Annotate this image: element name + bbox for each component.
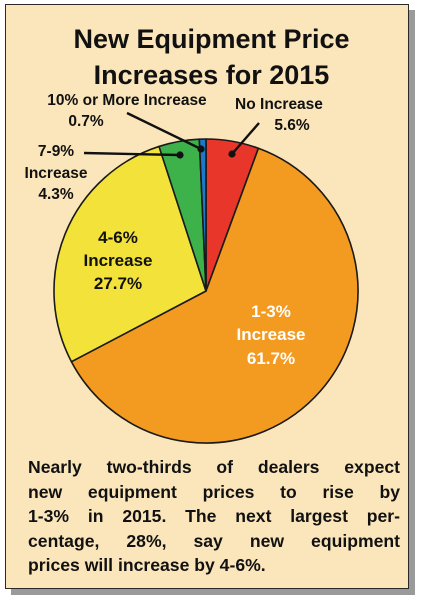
leader-line [83,151,181,157]
slice-category-label: 7-9% [38,143,74,160]
slice-category-label: 10% or More Increase [47,92,207,109]
caption-line-5: prices will increase by 4-6%. [28,555,266,575]
slice-value-label: 61.7% [247,349,295,368]
slice-value-label: 5.6% [274,117,310,134]
leader-line [126,111,202,151]
leader-dot [176,151,184,159]
slice-category-label: 1-3% [251,302,291,321]
pie-slice [198,138,207,292]
slice-category-label: Increase [84,251,153,270]
slice-value-label: 4.3% [38,186,74,203]
leader-dot [197,145,205,153]
slice-value-label: 27.7% [94,274,142,293]
chart-caption: Nearly two-thirds of dealers expect new … [28,455,400,578]
pie-chart: No Increase 5.6% 1-3% Increase 61.7% 4-6% Incr… [25,92,359,444]
leader-dot [228,150,236,158]
pie-slice [70,147,359,444]
caption-line-3: 1-3% in 2015. The next largest per- [28,506,400,526]
slice-category-label: No Increase [235,96,323,113]
leader-line [231,122,260,155]
slice-value-label: 0.7% [68,113,104,130]
slice-category-label: Increase [25,165,88,182]
caption-line-2: new equipment prices to rise by [28,481,400,502]
chart-title-line-1: New Equipment Price [73,24,350,54]
slice-category-label: Increase [237,325,306,344]
caption-line-4: centage, 28%, say new equipment [28,530,400,551]
pie-slice [53,145,207,363]
slice-category-label: 4-6% [98,228,138,247]
caption-line-1: Nearly two-thirds of dealers expect [28,457,400,477]
chart-title-line-2: Increases for 2015 [93,60,330,90]
